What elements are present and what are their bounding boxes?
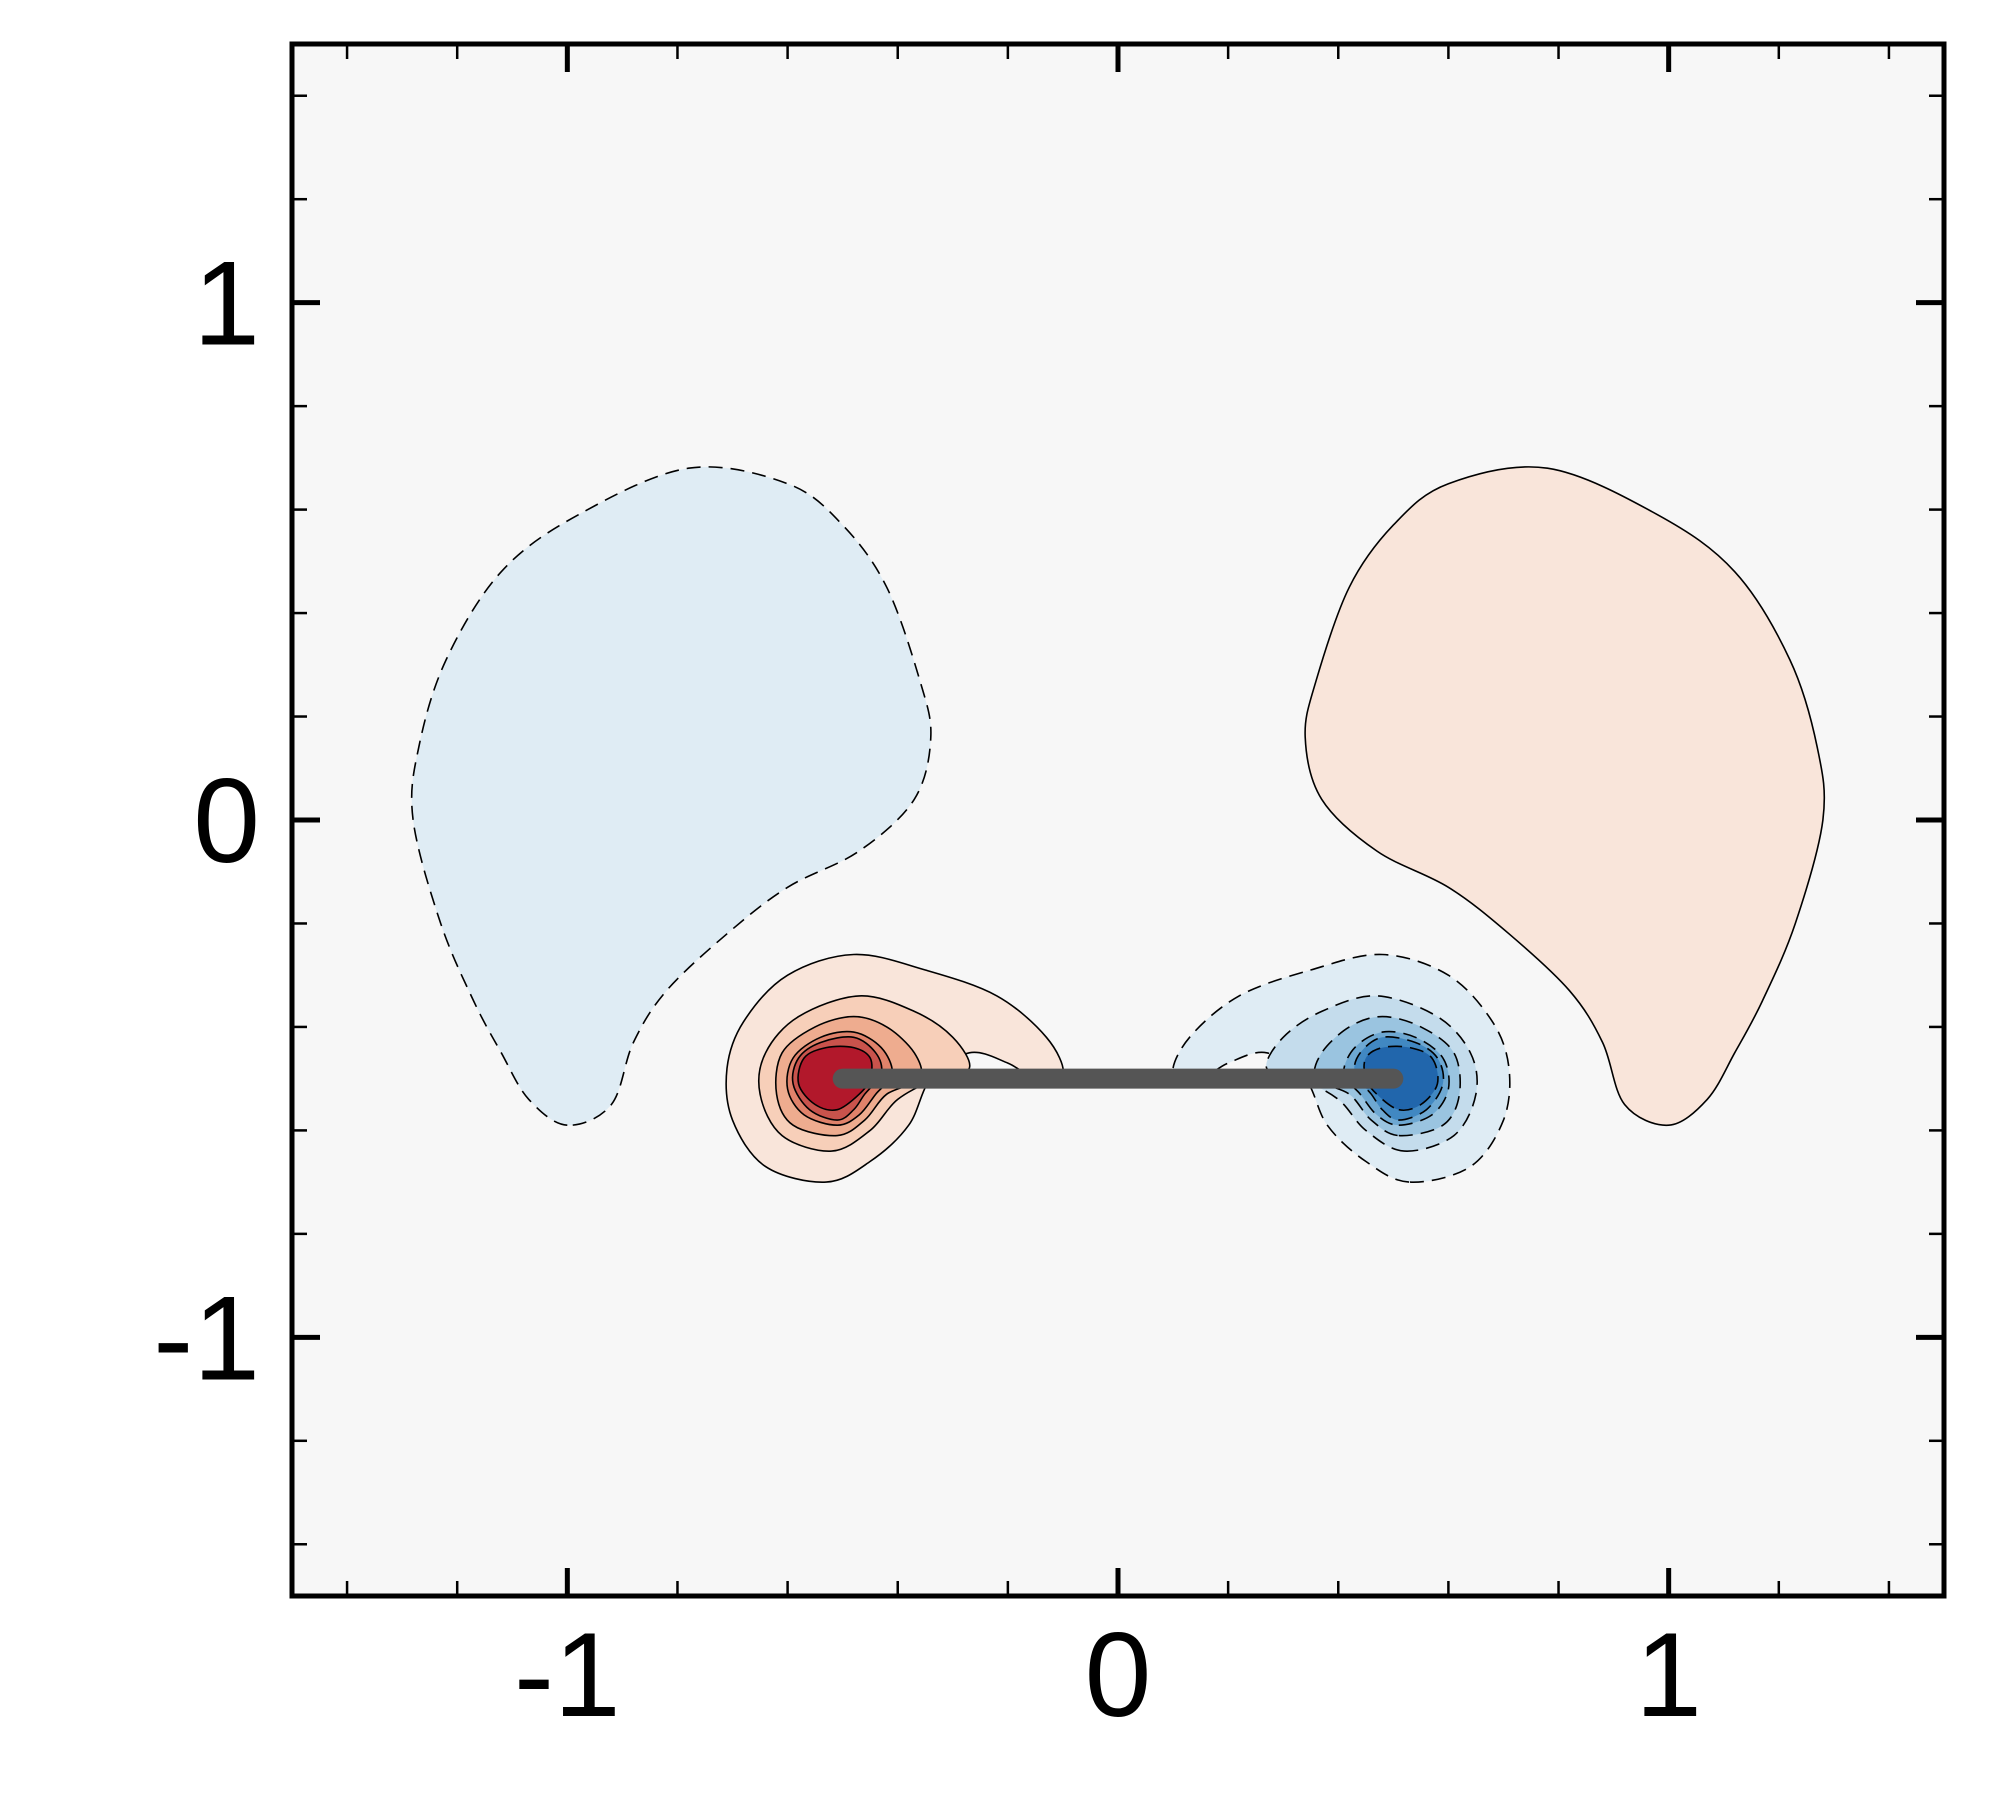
ticks-layer <box>292 44 1944 1596</box>
y-tick-label: 1 <box>193 237 260 371</box>
x-tick-label: 1 <box>1635 1608 1702 1742</box>
y-tick-label: 0 <box>193 754 260 888</box>
y-tick-label: -1 <box>153 1271 260 1405</box>
contour-region-positive-level-1-1 <box>1304 466 1826 1127</box>
contour-region-negative-level-1-0 <box>410 466 932 1127</box>
contour-regions <box>410 466 1826 1183</box>
x-tick-label: -1 <box>514 1608 621 1742</box>
tick-labels-layer: -1 0 1 -1 0 1 <box>153 237 1702 1742</box>
x-tick-label: 0 <box>1085 1608 1152 1742</box>
